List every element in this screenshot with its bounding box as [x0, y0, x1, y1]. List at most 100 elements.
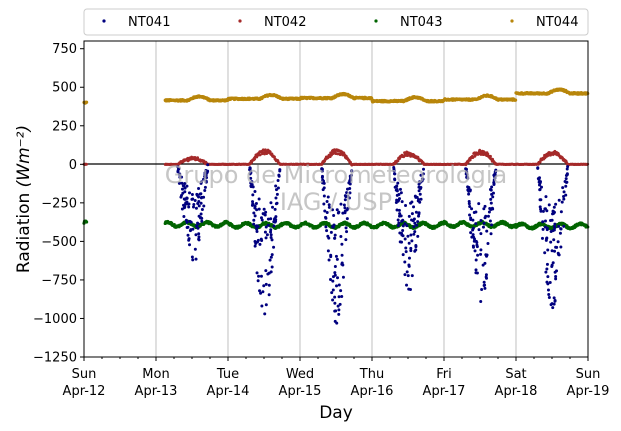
nt041-point [269, 255, 273, 259]
nt041-point [403, 237, 407, 241]
nt041-point [202, 204, 206, 208]
nt041-point [546, 248, 550, 252]
nt041-point [337, 308, 341, 312]
nt041-point [326, 249, 330, 253]
legend-label-nt044: NT044 [536, 15, 578, 30]
nt041-point [344, 226, 348, 230]
nt041-point [422, 167, 425, 171]
nt041-point [183, 186, 187, 190]
nt041-point [562, 195, 566, 199]
nt041-point [275, 192, 279, 196]
nt041-point [333, 265, 337, 269]
nt041-point [486, 214, 490, 218]
nt041-point [250, 183, 254, 187]
nt041-point [488, 207, 492, 211]
nt041-point [465, 172, 469, 176]
nt041-point [483, 283, 487, 287]
nt041-point [336, 276, 340, 280]
nt041-point [490, 223, 494, 227]
nt041-point [475, 271, 479, 275]
nt041-point [348, 191, 352, 195]
nt041-point [345, 230, 349, 234]
nt041-point [189, 220, 193, 224]
y-axis-title: Radiation (Wm⁻²) [14, 125, 34, 273]
nt041-point [336, 304, 340, 308]
nt043-point [84, 220, 89, 224]
nt041-point [544, 270, 548, 274]
nt041-point [261, 212, 265, 216]
nt041-point [202, 195, 206, 199]
nt041-point [401, 229, 405, 233]
nt041-point [475, 243, 479, 247]
nt041-point [393, 177, 397, 181]
x-tick-label-day: Fri [436, 367, 452, 382]
nt041-point [401, 253, 405, 257]
nt041-point [183, 202, 187, 206]
nt041-point [193, 198, 197, 202]
nt041-point [543, 225, 547, 229]
nt041-point [489, 188, 493, 192]
nt041-point [470, 207, 474, 211]
nt041-point [330, 208, 334, 212]
x-tick-label-date: Apr-17 [423, 384, 466, 399]
nt041-point [262, 284, 266, 288]
nt041-point [549, 240, 553, 244]
nt041-point [340, 253, 344, 257]
nt041-point [333, 301, 337, 305]
nt041-point [274, 184, 278, 188]
nt041-point [414, 248, 418, 252]
y-tick-label: −1000 [33, 312, 77, 327]
nt041-point [350, 169, 354, 173]
nt041-point [335, 284, 339, 288]
nt041-point [260, 218, 264, 222]
x-tick-label-day: Wed [286, 367, 314, 382]
x-tick-label-day: Tue [216, 367, 239, 382]
nt041-point [322, 202, 326, 206]
nt041-point [397, 208, 401, 212]
nt041-point [479, 300, 483, 304]
nt041-point [559, 227, 563, 231]
nt041-point [332, 214, 336, 218]
nt041-point [270, 238, 274, 242]
nt041-point [268, 258, 272, 262]
nt041-point [199, 212, 203, 216]
legend-marker-nt044 [510, 19, 514, 23]
nt041-point [419, 186, 423, 190]
nt041-point [465, 175, 469, 179]
nt041-point [494, 168, 498, 172]
nt041-point [187, 238, 191, 242]
nt041-point [326, 195, 330, 199]
nt041-point [333, 271, 337, 275]
nt041-point [562, 224, 566, 228]
y-tick-label: −500 [41, 235, 77, 250]
y-tick-label: −750 [41, 273, 77, 288]
nt041-point [341, 275, 345, 279]
nt041-point [541, 227, 545, 231]
nt041-point [335, 321, 339, 325]
nt041-point [479, 248, 483, 252]
x-tick-label-date: Apr-13 [135, 384, 178, 399]
nt041-point [325, 229, 329, 233]
legend-marker-nt043 [374, 19, 378, 23]
nt041-point [270, 253, 274, 257]
nt041-point [197, 204, 201, 208]
nt041-point [197, 235, 201, 239]
nt041-point [256, 238, 260, 242]
nt041-point [343, 198, 347, 202]
nt041-point [176, 169, 180, 173]
nt041-point [340, 294, 344, 298]
nt041-point [564, 174, 568, 178]
nt041-point [481, 225, 485, 229]
nt041-point [180, 181, 184, 185]
nt041-point [253, 244, 257, 248]
nt041-point [185, 184, 189, 188]
nt041-point [414, 245, 418, 249]
nt041-point [272, 224, 276, 228]
nt041-point [405, 224, 409, 228]
nt041-point [190, 255, 194, 259]
nt041-point [340, 242, 344, 246]
nt041-point [394, 188, 398, 192]
nt041-point [274, 188, 278, 192]
nt041-point [412, 225, 416, 229]
nt041-point [417, 189, 421, 193]
